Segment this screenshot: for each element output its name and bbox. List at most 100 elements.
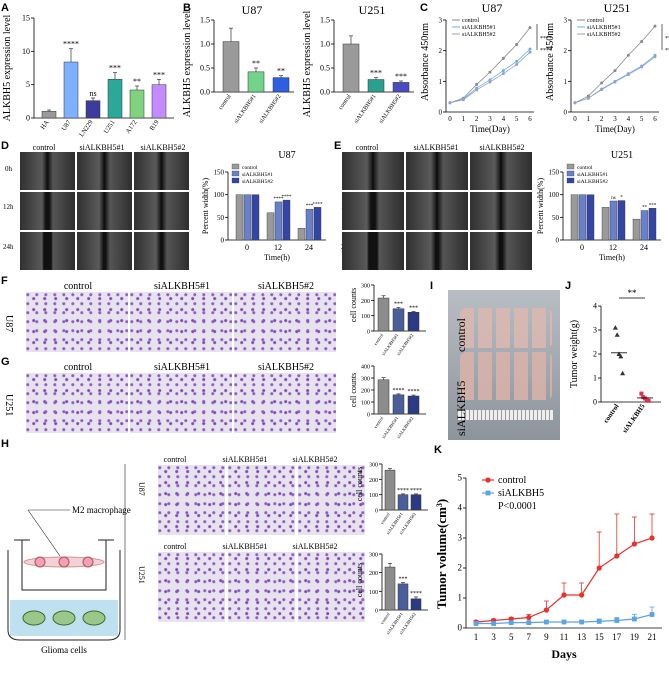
chart-a: ALKBH5 expression level 0 5 10 15 HA **** U87 ns… (2, 14, 174, 138)
x-tick-label: 0 (448, 115, 452, 123)
col-title: siALKBH5#2 (257, 362, 315, 373)
transwell-image (26, 292, 128, 352)
data-point (561, 592, 567, 598)
data-point (579, 619, 584, 625)
y-tick-label: 3 (593, 326, 597, 335)
y-tick-label: 0.0 (200, 88, 210, 97)
sig-mark: *** (394, 302, 403, 308)
data-point (473, 621, 479, 626)
y-tick-label: 0 (439, 109, 443, 117)
x-tick-label: 21 (648, 632, 657, 642)
y-tick-label: 100 (369, 590, 378, 596)
wound-image (470, 232, 532, 270)
sig-mark: **** (665, 36, 669, 42)
chart-d: Percent width(%)U870501001500********12*… (201, 150, 326, 262)
category-label: control (373, 332, 385, 346)
series-line (449, 48, 531, 104)
legend-label: siALKBH5#1 (242, 172, 273, 178)
data-point (543, 607, 549, 613)
y-tick-label: 0 (221, 237, 225, 245)
bar (377, 379, 390, 415)
category-label: HA (40, 119, 51, 131)
y-tick-label: 2 (439, 47, 443, 55)
bar (222, 41, 240, 93)
bar (63, 61, 79, 119)
y-tick-label: 3 (564, 17, 568, 25)
transwell-image (158, 465, 225, 535)
category-label: LN229 (78, 119, 94, 138)
bar (129, 89, 145, 119)
wound-image (77, 232, 132, 270)
x-axis-label: Time(Day) (595, 124, 635, 134)
x-tick-label: 11 (560, 632, 569, 642)
sig-mark: **** (540, 48, 552, 54)
wound-image (342, 232, 404, 270)
legend-swatch (566, 177, 575, 184)
bar (85, 100, 101, 119)
y-axis-label: cell counts (349, 373, 358, 407)
sig-mark: *** (153, 70, 165, 79)
sig-mark: **** (274, 197, 285, 202)
bar (274, 201, 283, 241)
sig-mark: **** (665, 48, 669, 54)
transwell-image (298, 465, 365, 535)
y-tick-label: 300 (361, 284, 370, 290)
y-tick-label: 5 (26, 80, 30, 89)
data-point (614, 618, 620, 623)
sig-mark: **** (408, 389, 420, 395)
category-label: control (338, 93, 353, 111)
category-label: control (373, 415, 385, 429)
category-label: B19 (149, 119, 161, 132)
category-label: siALKBH5#2 (258, 94, 282, 125)
p-value: P<0.0001 (498, 501, 537, 512)
sig-mark: *** (370, 69, 382, 78)
col-title: control (63, 362, 93, 373)
data-point (649, 535, 655, 541)
bar (367, 79, 385, 93)
x-tick-label: 9 (544, 632, 549, 642)
chart-title: U87 (482, 1, 503, 15)
row-label-u87: U87 (3, 315, 14, 333)
row-title: 12h (3, 203, 14, 211)
x-tick-label: 24 (305, 243, 313, 252)
bar (617, 200, 626, 241)
bar (586, 194, 595, 241)
legend-swatch (566, 170, 575, 177)
y-tick-label: 100 (361, 401, 370, 407)
bar (297, 228, 306, 241)
transwell-diagram: M2 macrophage Glioma cells (7, 464, 131, 655)
sig-mark: *** (399, 576, 408, 582)
wound-image (134, 152, 189, 190)
y-tick-label: 200 (369, 571, 378, 577)
category-label: A172 (125, 119, 139, 135)
x-axis-label: Days (551, 647, 577, 661)
data-point (561, 619, 567, 625)
y-tick-label: 300 (369, 553, 378, 559)
y-tick-label: 0 (375, 609, 378, 615)
x-tick-label: 3 (613, 115, 617, 123)
x-tick-label: 17 (612, 632, 622, 642)
category-label: control (218, 93, 233, 111)
bar (305, 208, 314, 241)
sig-mark: ns (89, 89, 96, 98)
y-tick-label: 1.0 (320, 40, 330, 49)
bar (107, 79, 123, 119)
panel-label-i: I (430, 280, 434, 292)
data-point (639, 391, 644, 396)
y-tick-label: 50 (552, 214, 560, 222)
bar (570, 194, 579, 241)
x-tick-label: 24 (640, 243, 648, 252)
bar (410, 494, 422, 511)
ruler (458, 410, 554, 420)
wound-image (470, 192, 532, 230)
panel-label-h: H (1, 438, 9, 450)
legend-label: siALKBH5#2 (577, 179, 608, 185)
y-tick-label: 2 (458, 563, 463, 573)
bar (235, 194, 244, 241)
transwell-image (234, 292, 336, 352)
chart-title: U87 (242, 3, 263, 17)
legend-label: control (462, 18, 479, 24)
bar (243, 194, 252, 241)
col-title: siALKBH5#2 (479, 143, 525, 152)
col-title: siALKBH5#1 (153, 362, 211, 373)
